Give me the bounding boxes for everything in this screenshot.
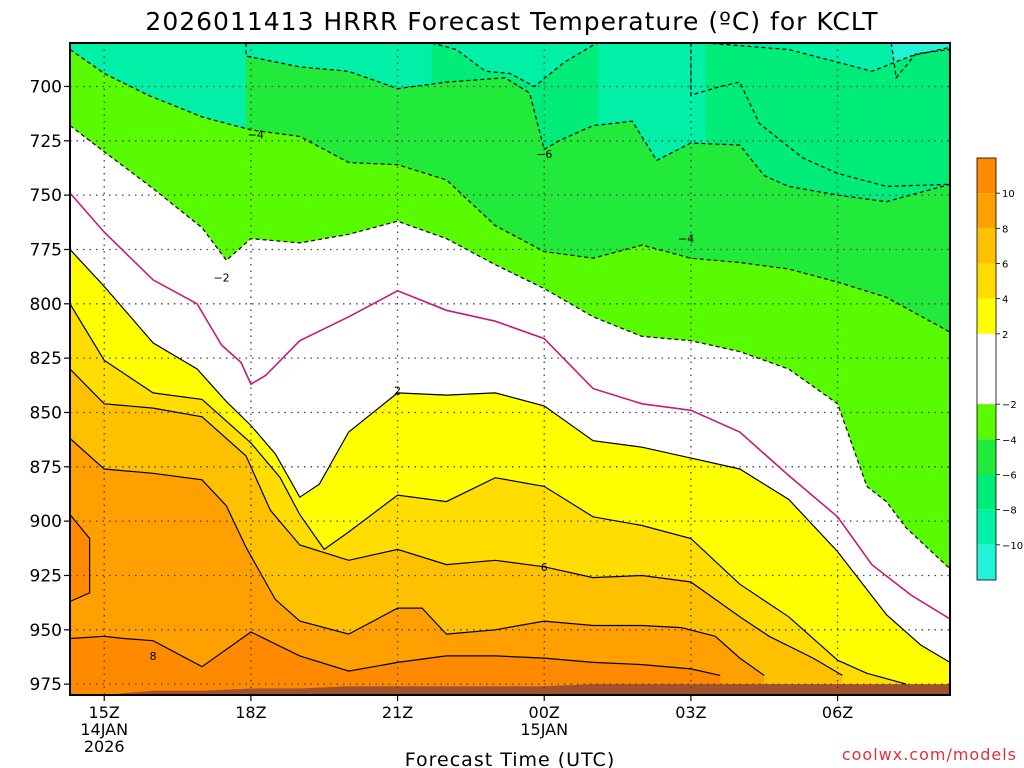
plot-area (70, 43, 950, 695)
x-tick-label: 03Z (675, 703, 706, 722)
colorbar-tick-label: −2 (1002, 400, 1017, 411)
contour-lines (70, 43, 950, 685)
grid-lines (70, 43, 950, 695)
colorbar-swatch (977, 439, 996, 475)
y-tick-label: 725 (30, 132, 62, 152)
band-fill-8-0 (70, 438, 765, 695)
x-tick-sublabel: 14JAN (80, 720, 128, 739)
plot-frame (69, 42, 951, 696)
colorbar-tick-label: 4 (1002, 295, 1008, 306)
colorbar-swatch (977, 193, 996, 229)
colorbar-swatch (977, 228, 996, 264)
contour-label: −2 (213, 272, 229, 285)
contour-label: −4 (248, 128, 264, 141)
contour-line--8 (431, 43, 599, 88)
band-fill-10-pocket (70, 514, 90, 602)
contour-labels: −4 −6 −4 −2 2 6 8 (150, 128, 694, 663)
band-fill-10-low (70, 632, 721, 695)
contour-label: 6 (541, 561, 548, 574)
y-tick-label: 950 (30, 621, 62, 641)
colorbar-swatch (977, 158, 996, 194)
colorbar-tick-label: −4 (1002, 435, 1017, 446)
y-tick-label: 850 (30, 403, 62, 423)
contour-line-10 (70, 631, 721, 676)
colorbar-tick-label: −10 (1002, 541, 1023, 552)
y-tick-label: 700 (30, 77, 62, 97)
x-tick-label: 00Z (529, 703, 560, 722)
colorbar-swatch (977, 474, 996, 510)
contour-line-6 (70, 368, 843, 676)
contour-label: −4 (678, 233, 694, 246)
contour-label: −6 (536, 148, 552, 161)
colorbar-swatch (977, 404, 996, 440)
colorbar-tick-label: 2 (1002, 330, 1008, 341)
x-tick-sublabel: 2026 (84, 737, 125, 756)
colorbar-swatch (977, 333, 996, 405)
y-tick-label: 775 (30, 240, 62, 260)
contour-line-8 (70, 438, 765, 676)
colorbar-swatch (977, 544, 996, 580)
y-axis: 700 725 750 775 800 825 850 875 900 925 950 975 (30, 77, 70, 695)
contour-label: 8 (150, 650, 157, 663)
x-tick-label: 18Z (235, 703, 266, 722)
credit-text: coolwx.com/models (842, 745, 1017, 764)
x-tick-sublabel: 15JAN (520, 720, 568, 739)
contour-line-10 (70, 514, 91, 603)
x-axis-label: Forecast Time (UTC) (405, 749, 615, 768)
y-tick-label: 825 (30, 349, 62, 369)
colorbar-tick-label: −8 (1002, 506, 1017, 517)
x-tick-label: 06Z (822, 703, 853, 722)
x-tick-label: 21Z (382, 703, 413, 722)
y-tick-label: 750 (30, 186, 62, 206)
contour-line-4 (70, 303, 907, 685)
contour-line--8 (705, 43, 950, 72)
band-fill-below-minus10 (891, 43, 950, 78)
contour-line--6 (690, 43, 950, 188)
ground-fill (70, 684, 950, 695)
colorbar-tick-label: 8 (1002, 224, 1008, 235)
colorbar-tick-label: −6 (1002, 471, 1017, 482)
x-tick-label: 15Z (89, 703, 120, 722)
y-tick-label: 875 (30, 458, 62, 478)
contour-line--4 (70, 49, 950, 333)
colorbar-tick-label: 10 (1002, 189, 1015, 200)
contour-line--10 (890, 43, 950, 80)
y-tick-label: 975 (30, 675, 62, 695)
contour-line-0 (70, 192, 950, 620)
contour-line-2 (70, 249, 950, 663)
contour-line--6 (245, 43, 950, 203)
y-tick-label: 925 (30, 566, 62, 586)
y-tick-label: 900 (30, 512, 62, 532)
chart-title: 2026011413 HRRR Forecast Temperature (ºC… (145, 7, 878, 36)
contour-label: 2 (394, 385, 401, 398)
colorbar-frame (976, 157, 997, 581)
colorbar-swatch (977, 298, 996, 334)
y-tick-label: 800 (30, 295, 62, 315)
colorbar: 10 8 6 4 2 −2 −4 −6 −8 −10 (976, 157, 1023, 581)
colorbar-tick-label: 6 (1002, 260, 1008, 271)
colorbar-swatch (977, 263, 996, 299)
colorbar-swatch (977, 509, 996, 545)
